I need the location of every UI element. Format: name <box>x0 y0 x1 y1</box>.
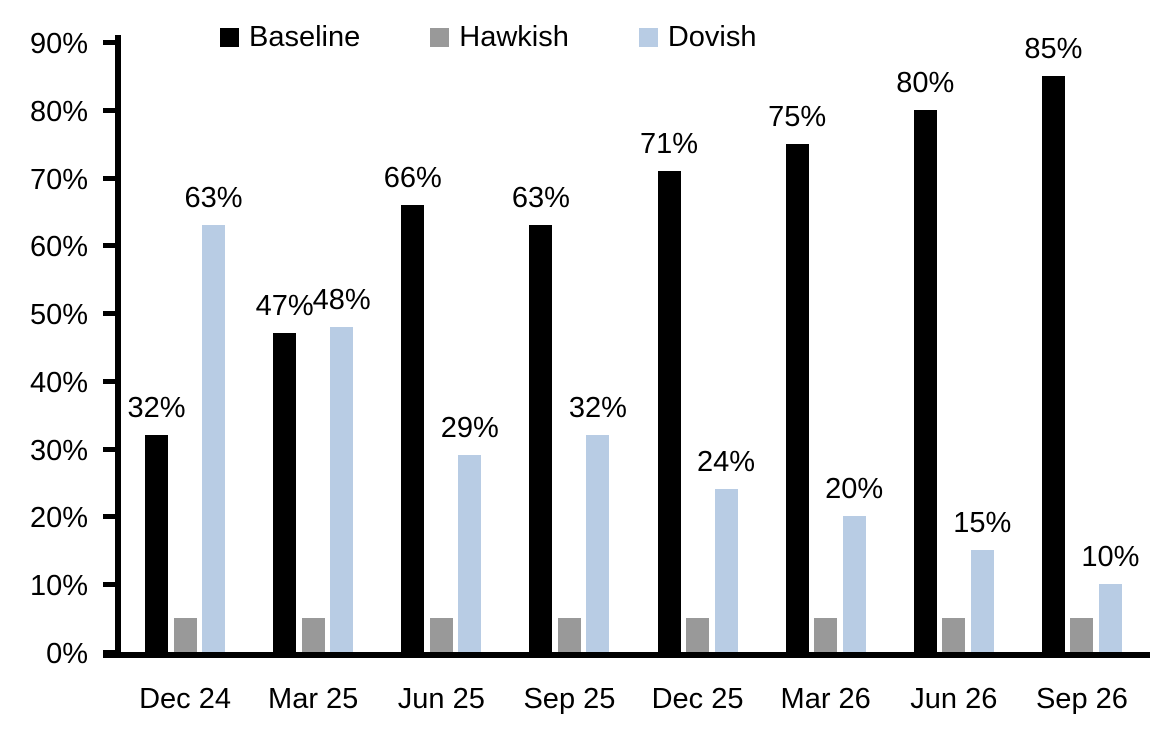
data-label-dovish: 29% <box>440 412 499 445</box>
legend: Baseline Hawkish Dovish <box>220 22 757 53</box>
y-axis-label: 10% <box>29 570 88 603</box>
y-axis-tick <box>103 311 115 317</box>
y-axis-tick <box>103 243 115 249</box>
x-axis-label: Sep 25 <box>523 683 616 715</box>
legend-swatch-hawkish <box>430 28 450 47</box>
bar-dovish <box>842 516 866 652</box>
bar-dovish <box>970 550 994 652</box>
data-label-baseline: 75% <box>768 100 827 133</box>
data-label-baseline: 80% <box>896 66 955 99</box>
y-axis-label: 40% <box>29 366 88 399</box>
x-axis-line <box>103 652 1150 658</box>
y-axis-label: 80% <box>29 95 88 128</box>
bar-hawkish <box>557 618 581 652</box>
bar-baseline <box>401 204 425 652</box>
bar-baseline <box>529 225 553 652</box>
y-axis-tick <box>103 446 115 452</box>
data-label-dovish: 48% <box>312 283 371 316</box>
y-axis-label: 0% <box>46 638 88 670</box>
y-axis-label: 30% <box>29 434 88 467</box>
bar-hawkish <box>1070 618 1094 652</box>
x-axis-label: Mar 25 <box>268 683 359 715</box>
legend-item-hawkish: Hawkish <box>430 22 569 53</box>
y-axis-label: 70% <box>29 163 88 196</box>
data-label-baseline: 66% <box>383 161 442 194</box>
x-axis-label: Jun 26 <box>910 683 998 715</box>
legend-item-baseline: Baseline <box>220 22 360 53</box>
data-label-dovish: 20% <box>825 473 884 506</box>
y-axis-label: 20% <box>29 502 88 535</box>
data-label-baseline: 85% <box>1024 32 1083 65</box>
bar-baseline <box>273 333 297 652</box>
x-axis-label: Dec 24 <box>139 683 231 715</box>
x-axis-label: Sep 26 <box>1035 683 1128 715</box>
y-axis-label: 90% <box>29 28 88 60</box>
bar-dovish <box>330 326 354 652</box>
bar-dovish <box>1098 584 1122 652</box>
y-axis-tick <box>103 175 115 181</box>
legend-swatch-dovish <box>638 28 658 47</box>
y-axis-line <box>115 35 121 658</box>
legend-label-baseline: Baseline <box>249 21 361 53</box>
legend-label-dovish: Dovish <box>667 21 757 53</box>
legend-label-hawkish: Hawkish <box>459 21 569 53</box>
data-label-baseline: 32% <box>127 392 186 425</box>
bar-hawkish <box>686 618 710 652</box>
bar-baseline <box>785 143 809 652</box>
data-label-baseline: 63% <box>511 182 570 214</box>
x-axis-label: Mar 26 <box>780 683 871 715</box>
data-label-dovish: 24% <box>697 446 756 479</box>
data-label-dovish: 63% <box>184 182 243 214</box>
bar-dovish <box>458 455 482 652</box>
data-label-dovish: 15% <box>953 507 1012 540</box>
bar-hawkish <box>173 618 197 652</box>
data-label-baseline: 71% <box>640 127 699 160</box>
legend-swatch-baseline <box>220 28 239 47</box>
bar-baseline <box>913 109 937 652</box>
bar-dovish <box>714 489 738 652</box>
bar-hawkish <box>429 618 453 652</box>
y-axis-tick <box>103 582 115 588</box>
bar-hawkish <box>942 618 966 652</box>
bar-baseline <box>145 435 169 652</box>
bar-hawkish <box>814 618 838 652</box>
y-axis-tick <box>103 650 115 655</box>
y-axis-tick <box>103 378 115 384</box>
y-axis-tick <box>103 514 115 520</box>
data-label-dovish: 32% <box>568 392 627 425</box>
x-axis-label: Dec 25 <box>651 683 744 715</box>
legend-item-dovish: Dovish <box>638 21 757 53</box>
y-axis-label: 60% <box>29 231 88 264</box>
y-axis-tick <box>103 107 115 113</box>
data-label-baseline: 47% <box>255 290 314 323</box>
bar-dovish <box>586 435 610 652</box>
data-label-dovish: 10% <box>1081 541 1140 574</box>
y-axis-label: 50% <box>29 299 88 332</box>
bar-dovish <box>202 225 226 652</box>
x-axis-label: Jun 25 <box>397 683 485 715</box>
y-axis-tick <box>103 40 115 45</box>
bar-baseline <box>657 170 681 652</box>
bar-baseline <box>1041 75 1065 652</box>
bar-hawkish <box>301 618 325 652</box>
